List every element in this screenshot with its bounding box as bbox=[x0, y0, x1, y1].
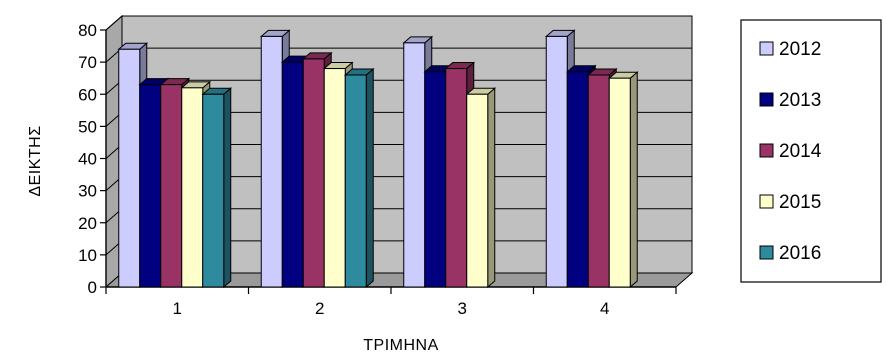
y-tick-label: 20 bbox=[78, 214, 97, 233]
bar-2015-4 bbox=[607, 71, 639, 289]
y-axis-title: ΔΕΙΚΤΗΣ bbox=[27, 125, 44, 196]
legend-swatch-2015 bbox=[759, 194, 774, 209]
bar-front bbox=[545, 35, 568, 288]
bar-2016-1 bbox=[201, 87, 233, 289]
bar-front bbox=[566, 71, 589, 288]
legend-label-2015: 2015 bbox=[779, 192, 821, 213]
legend-label-2014: 2014 bbox=[779, 141, 822, 162]
y-tick-labels: 0 10 20 30 40 50 60 70 80 bbox=[78, 21, 97, 297]
bar-front bbox=[160, 84, 183, 288]
gridline-side bbox=[105, 15, 123, 31]
bar-front bbox=[323, 68, 346, 288]
y-tick-label: 80 bbox=[78, 21, 97, 40]
bar-front bbox=[260, 35, 283, 288]
legend-swatch-2014 bbox=[759, 143, 774, 158]
bar-side bbox=[487, 87, 496, 289]
y-tick-label: 70 bbox=[78, 53, 97, 72]
y-tick-label: 30 bbox=[78, 182, 97, 201]
y-tick-label: 60 bbox=[78, 85, 97, 104]
y-tick-label: 10 bbox=[78, 246, 97, 265]
bar-front bbox=[139, 84, 162, 288]
bar-front bbox=[281, 61, 304, 288]
bar-2015-3 bbox=[465, 87, 497, 289]
bars bbox=[117, 29, 639, 289]
x-tick-label: 1 bbox=[173, 299, 182, 318]
legend: 2012 2013 2014 2015 2016 bbox=[740, 19, 882, 283]
x-axis-title: ΤΡΙΜΗΝΑ bbox=[363, 337, 439, 354]
x-tick-labels: 1 2 3 4 bbox=[173, 299, 610, 318]
bar-side bbox=[365, 67, 374, 289]
x-tick-label: 3 bbox=[458, 299, 467, 318]
bar-front bbox=[118, 48, 141, 288]
bar-front bbox=[424, 71, 447, 288]
legend-label-2013: 2013 bbox=[779, 90, 821, 111]
y-tick-label: 40 bbox=[78, 150, 97, 169]
bar-front bbox=[445, 68, 468, 288]
bar-2016-2 bbox=[343, 67, 375, 289]
legend-label-2012: 2012 bbox=[779, 39, 821, 60]
y-tick-label: 50 bbox=[78, 117, 97, 136]
legend-swatch-2013 bbox=[759, 92, 774, 107]
bar-side bbox=[629, 71, 638, 289]
bar-front bbox=[344, 74, 367, 288]
bar-front bbox=[403, 42, 426, 288]
bar-front bbox=[302, 58, 325, 288]
bar-front bbox=[587, 74, 610, 288]
bar-front bbox=[202, 93, 225, 288]
bar-front bbox=[181, 87, 204, 288]
legend-swatch-2012 bbox=[759, 41, 774, 56]
legend-label-2016: 2016 bbox=[779, 243, 821, 264]
y-tick-label: 0 bbox=[88, 278, 97, 297]
legend-swatch-2016 bbox=[759, 245, 774, 260]
bar-side bbox=[223, 87, 232, 289]
bar-front bbox=[466, 93, 489, 288]
x-tick-label: 4 bbox=[600, 299, 609, 318]
bar-front bbox=[608, 77, 631, 288]
x-tick-label: 2 bbox=[315, 299, 324, 318]
